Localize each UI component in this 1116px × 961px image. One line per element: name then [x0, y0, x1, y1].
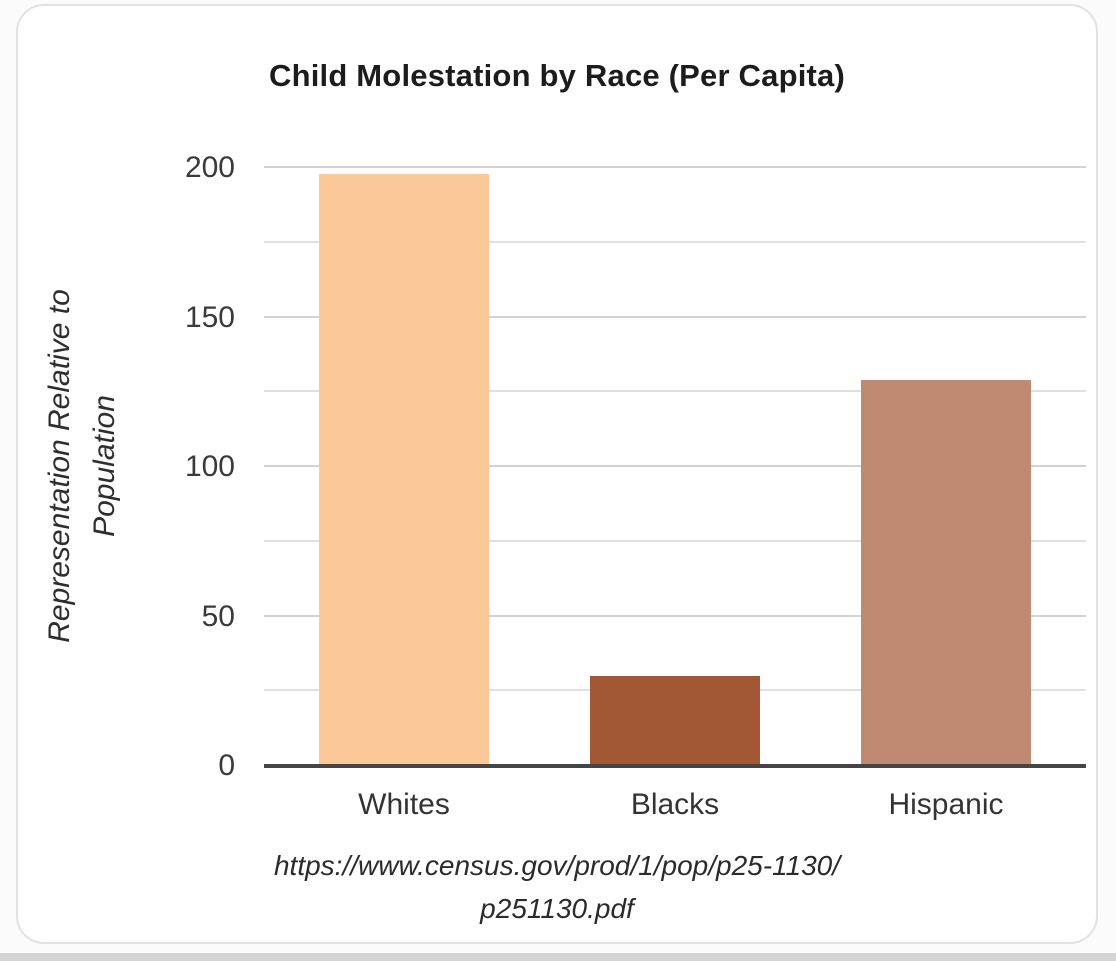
- bar-whites: [319, 173, 489, 766]
- y-axis-label-line2: Population: [88, 395, 121, 537]
- y-tick-200: 200: [184, 151, 235, 184]
- y-tick-0: 0: [218, 749, 235, 782]
- y-tick-50: 50: [201, 599, 235, 633]
- y-tick-100: 100: [184, 450, 235, 483]
- y-axis-label-line1: Representation Relative to: [43, 289, 76, 643]
- source-line2: p251130.pdf: [480, 893, 634, 925]
- plot-area: [264, 166, 1086, 768]
- y-tick-150: 150: [184, 300, 235, 334]
- source-citation: https://www.census.gov/prod/1/pop/p25-11…: [18, 844, 1096, 931]
- y-axis-label: Representation Relative to Population: [37, 116, 127, 816]
- photo-bottom-edge: [0, 953, 1116, 961]
- x-label-whites: Whites: [358, 788, 450, 821]
- gridline-125: [264, 390, 1086, 393]
- bar-hispanic: [861, 380, 1031, 766]
- x-category-labels: Whites Blacks Hispanic: [264, 788, 1086, 828]
- bar-blacks: [590, 676, 760, 766]
- x-axis-line: [264, 764, 1086, 768]
- gridline-175: [264, 240, 1086, 243]
- source-line1: https://www.census.gov/prod/1/pop/p25-11…: [273, 850, 841, 881]
- x-label-blacks: Blacks: [630, 788, 720, 821]
- chart-title: Child Molestation by Race (Per Capita): [268, 58, 846, 93]
- gridline-75: [264, 539, 1086, 542]
- gridline-50: [264, 614, 1086, 617]
- chart-card: Child Molestation by Race (Per Capita) R…: [16, 4, 1098, 944]
- gridline-150: [264, 315, 1086, 318]
- gridline-200: [264, 166, 1086, 168]
- x-label-hispanic: Hispanic: [888, 788, 1004, 821]
- y-tick-labels: 0 50 100 150 200: [135, 153, 235, 781]
- gridline-100: [264, 465, 1086, 467]
